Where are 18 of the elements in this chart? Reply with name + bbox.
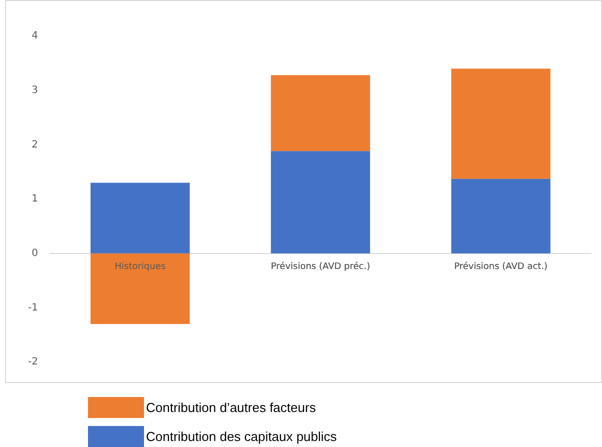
y-tick-label: -1 [28, 302, 38, 314]
x-tick-label: Historiques [114, 262, 166, 272]
legend-label: Contribution des capitaux publics [146, 429, 337, 444]
y-tick-label: -2 [28, 356, 38, 368]
bar [451, 178, 550, 254]
y-tick-label: 4 [32, 30, 38, 42]
y-tick-label: 0 [32, 248, 38, 259]
y-tick-label: 3 [32, 84, 38, 96]
x-tick-label: Prévisions (AVD act.) [454, 261, 548, 272]
legend-label: Contribution d’autres facteurs [146, 400, 316, 415]
y-tick-label: 2 [32, 139, 38, 150]
bar [90, 253, 190, 324]
bar [90, 182, 190, 254]
y-tick-label: 1 [32, 194, 38, 205]
bar [270, 151, 370, 254]
x-tick-label: Prévisions (AVD préc.) [270, 261, 370, 272]
bar [270, 75, 370, 152]
bar [451, 68, 550, 179]
